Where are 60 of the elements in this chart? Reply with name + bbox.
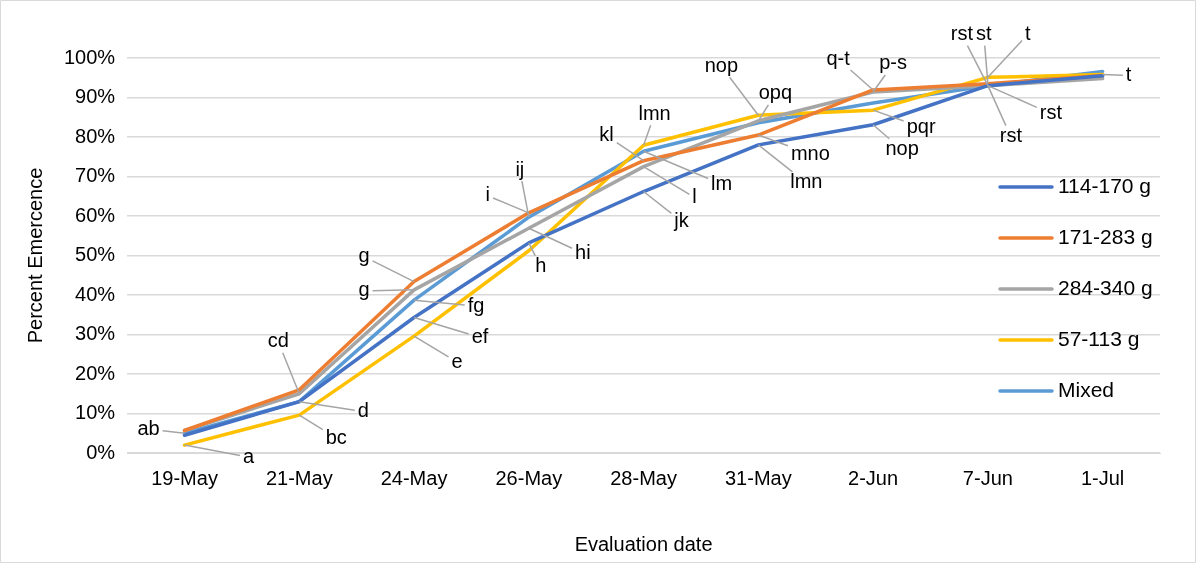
x-tick-label: 21-May [265,466,333,489]
annotation: h [535,254,547,277]
annotation: rst [950,22,974,45]
legend-label: 114-170 g [1058,173,1152,197]
annotation: ef [471,325,489,348]
y-axis-title: Percent Emercence [23,167,46,344]
y-tick-label: 20% [75,361,116,384]
y-tick-label: 60% [75,203,116,226]
annotation: st [976,22,993,45]
y-tick-label: 50% [75,243,116,266]
annotation: nop [704,53,739,76]
y-tick-label: 0% [86,440,116,463]
annotation: bc [325,425,347,448]
annotation: opq [758,81,793,104]
y-tick-label: 40% [75,282,116,305]
annotation: nop [885,137,919,160]
annotation: ij [515,157,525,180]
annotation: lmn [638,101,671,124]
y-tick-label: 90% [75,85,116,108]
annotation: fg [467,293,485,316]
x-tick-label: 1-Jul [1080,466,1125,489]
annotation: jk [673,209,690,232]
y-tick-label: 80% [75,124,116,147]
annotation: d [357,399,369,422]
annotation: e [451,349,463,372]
x-tick-label: 7-Jun [962,466,1013,489]
annotation: mno [790,141,830,164]
legend-label: 57-113 g [1058,326,1140,350]
annotation: kl [599,123,614,146]
legend-label: Mixed [1058,377,1115,401]
annotation: t [1025,21,1032,44]
annotation: g [358,278,370,301]
annotation: hi [575,240,591,263]
x-tick-label: 31-May [724,466,792,489]
x-tick-label: 19-May [151,466,218,489]
annotation: pqr [906,114,936,137]
x-tick-label: 2-Jun [848,466,899,489]
annotation: ab [137,416,160,439]
annotation: lmn [790,170,823,193]
y-tick-label: 30% [75,322,116,345]
annotation: rst [1039,101,1063,124]
annotation: cd [267,329,289,352]
legend-label: 284-340 g [1058,275,1153,299]
x-tick-label: 24-May [380,466,448,489]
x-tick-label: 28-May [610,466,677,489]
annotation: g [358,244,370,267]
y-tick-label: 100% [64,45,116,68]
legend-label: 171-283 g [1058,224,1153,248]
y-tick-label: 10% [75,401,116,424]
annotation: l [692,185,697,208]
annotation: lm [711,171,733,194]
y-tick-label: 70% [75,164,116,187]
annotation: p-s [879,51,907,74]
x-axis-title: Evaluation date [574,532,713,555]
annotation: a [242,444,255,467]
annotation: i [485,183,491,206]
x-tick-label: 26-May [495,466,563,489]
annotation: rst [999,124,1023,147]
annotation: q-t [826,46,851,69]
annotation: t [1125,63,1132,86]
